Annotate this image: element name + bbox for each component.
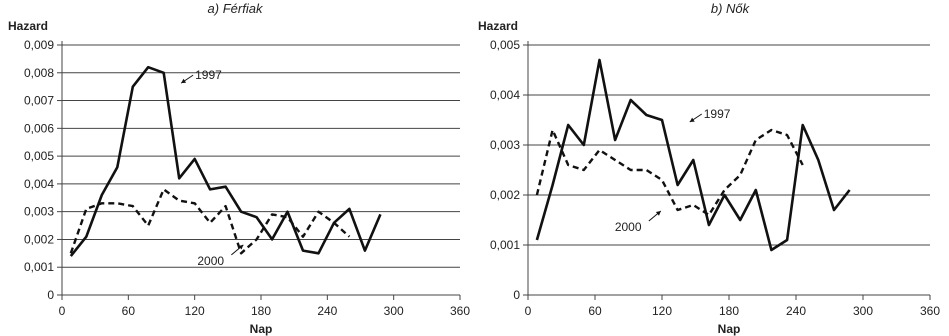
men-x-tick-label: 360 xyxy=(450,304,470,318)
men-x-tick-label: 300 xyxy=(384,304,404,318)
men-series-1997 xyxy=(69,65,382,257)
men-y-tick-label: 0,006 xyxy=(24,121,54,135)
men-x-tick-label: 60 xyxy=(122,304,136,318)
men-y-tick-label: 0,005 xyxy=(24,149,54,163)
men-y-tick-label: 0,002 xyxy=(24,232,54,246)
men-y-axis-label: Hazard xyxy=(8,19,48,33)
women-x-tick-label: 120 xyxy=(652,304,672,318)
men-y-tick-label: 0 xyxy=(47,288,54,302)
chart-women: b) Nők Hazard Nap 0 0,001 0,002 0,003 0,004 0,00… xyxy=(478,1,940,336)
women-y-axis-label: Hazard xyxy=(478,19,518,33)
women-annotation-arrowhead xyxy=(689,117,695,122)
women-y-tick-label: 0,003 xyxy=(490,138,520,152)
women-y-tick-label: 0 xyxy=(513,288,520,302)
men-y-tick-label: 0,003 xyxy=(24,205,54,219)
men-y-tick-label: 0,009 xyxy=(24,38,54,52)
men-series-2000 xyxy=(69,188,351,255)
women-x-tick-label: 300 xyxy=(853,304,873,318)
men-y-tick-label: 0,008 xyxy=(24,66,54,80)
men-x-tick-label: 180 xyxy=(251,304,271,318)
women-x-tick-label: 240 xyxy=(786,304,806,318)
men-x-tick-label: 0 xyxy=(59,304,66,318)
women-annotation-2000: 2000 xyxy=(615,220,642,234)
men-annotation-arrowhead xyxy=(238,244,244,250)
men-y-tick-label: 0,004 xyxy=(24,177,54,191)
men-annotation-2000: 2000 xyxy=(197,254,224,268)
men-x-tick-label: 120 xyxy=(185,304,205,318)
women-series-1997 xyxy=(535,58,851,252)
women-x-axis-label: Nap xyxy=(718,322,741,336)
women-x-tick-label: 60 xyxy=(588,304,602,318)
chart-men: a) Férfiak Hazard Nap 0 0,001 0,002 0,003 0,004… xyxy=(8,1,470,336)
women-y-tick-label: 0,005 xyxy=(490,38,520,52)
women-annotation-arrowhead xyxy=(655,211,661,216)
men-x-tick-label: 240 xyxy=(317,304,337,318)
men-y-tick-label: 0,007 xyxy=(24,94,54,108)
men-annotation-1997: 1997 xyxy=(195,68,222,82)
women-y-tick-label: 0,001 xyxy=(490,238,520,252)
women-annotation-1997: 1997 xyxy=(704,107,731,121)
women-chart-title: b) Nők xyxy=(711,1,751,16)
women-x-tick-label: 0 xyxy=(525,304,532,318)
women-x-tick-label: 180 xyxy=(719,304,739,318)
men-chart-title: a) Férfiak xyxy=(208,1,264,16)
women-y-tick-label: 0,004 xyxy=(490,88,520,102)
women-series-2000 xyxy=(535,128,804,217)
men-x-axis-label: Nap xyxy=(250,322,273,336)
men-annotation-arrowhead xyxy=(181,78,187,84)
women-y-tick-label: 0,002 xyxy=(490,188,520,202)
men-y-tick-label: 0,001 xyxy=(24,260,54,274)
women-x-tick-label: 360 xyxy=(920,304,940,318)
